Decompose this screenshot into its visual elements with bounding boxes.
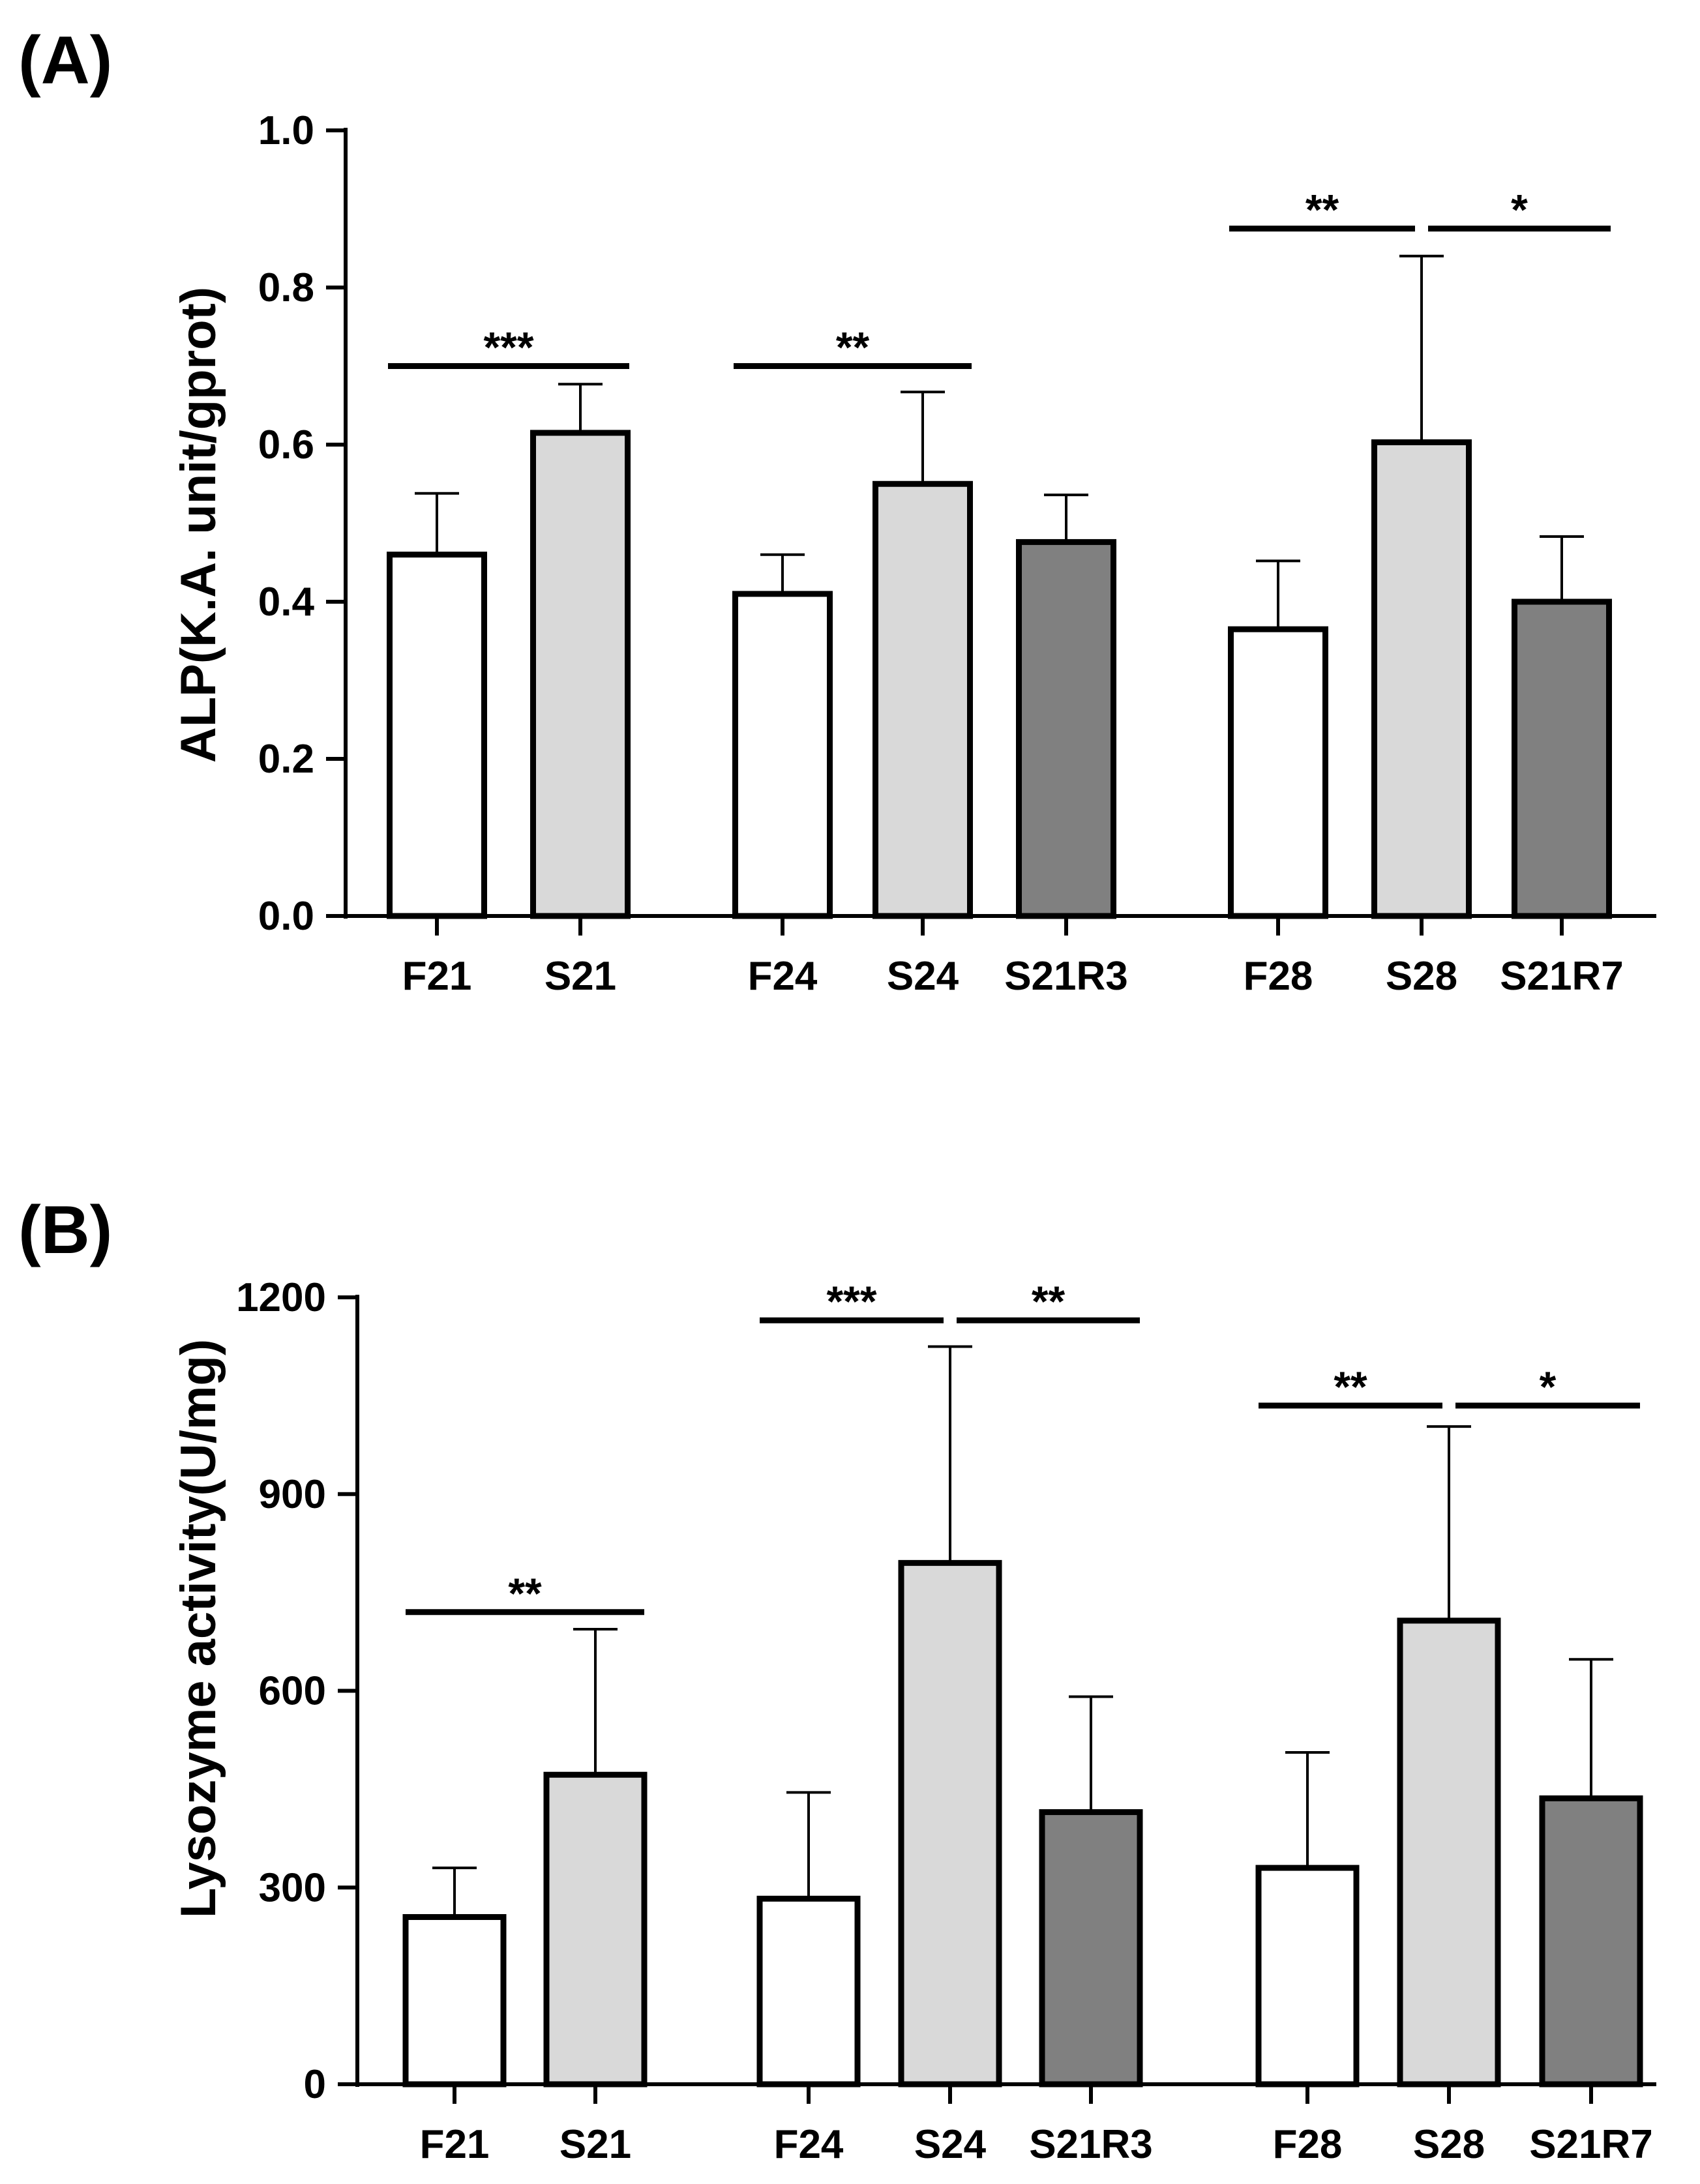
significance-label: * xyxy=(1540,1363,1557,1411)
x-category-label: S21R7 xyxy=(1529,2122,1653,2167)
bar-f24 xyxy=(732,591,833,919)
x-category-label: S21R3 xyxy=(1004,954,1128,999)
y-axis-title: Lysozyme activity(U/mg) xyxy=(171,1339,226,1918)
x-category-label: S24 xyxy=(887,954,959,999)
bar-s21r7 xyxy=(1512,598,1612,919)
y-tick-label: 1.0 xyxy=(258,108,314,153)
bar-s24 xyxy=(872,480,973,919)
y-tick-label: 0.2 xyxy=(258,737,314,782)
significance-label: ** xyxy=(1334,1363,1367,1411)
significance-label: ** xyxy=(1032,1277,1066,1325)
bar-s21 xyxy=(543,1771,648,2088)
x-category-label: S24 xyxy=(914,2122,987,2167)
bar-s21 xyxy=(530,430,631,919)
y-tick-label: 0.4 xyxy=(258,580,315,625)
significance-label: ** xyxy=(836,323,870,372)
bar-s21r3 xyxy=(1016,539,1116,919)
bar-f21 xyxy=(387,552,487,919)
y-tick-label: 900 xyxy=(259,1472,326,1517)
bar-f28 xyxy=(1255,1865,1360,2088)
significance-label: *** xyxy=(826,1277,876,1325)
y-tick-label: 0.8 xyxy=(258,265,314,310)
x-category-label: S21R3 xyxy=(1029,2122,1153,2167)
x-category-label: S28 xyxy=(1413,2122,1485,2167)
significance-label: ** xyxy=(1305,186,1339,234)
x-category-label: F24 xyxy=(748,954,818,999)
x-category-label: F24 xyxy=(774,2122,844,2167)
x-category-label: F28 xyxy=(1244,954,1313,999)
significance-label: ** xyxy=(508,1569,542,1617)
panel-a-chart: (A) ALP(K.A. unit/gprot) 0.0 0.2 0.4 0.6 0.8 1.… xyxy=(18,23,1656,999)
panel-label: (B) xyxy=(18,1192,112,1268)
x-category-label: F21 xyxy=(420,2122,490,2167)
x-category-label: S21 xyxy=(544,954,616,999)
bar-s28 xyxy=(1371,439,1472,919)
y-tick-label: 0 xyxy=(304,2062,326,2107)
panel-b-chart: (B) Lysozyme activity(U/mg) 0 300 600 900 1200… xyxy=(18,1192,1656,2167)
x-category-label: S21R7 xyxy=(1500,954,1624,999)
x-category-label: F28 xyxy=(1273,2122,1343,2167)
bar-f21 xyxy=(402,1914,507,2088)
y-axis-title: ALP(K.A. unit/gprot) xyxy=(171,287,226,763)
bar-s28 xyxy=(1397,1617,1501,2088)
bar-f28 xyxy=(1228,626,1328,919)
bar-s24 xyxy=(898,1559,1002,2088)
y-tick-label: 300 xyxy=(259,1865,326,1910)
y-tick-label: 1200 xyxy=(236,1275,326,1320)
bar-s21r3 xyxy=(1039,1809,1143,2088)
y-tick-label: 0.6 xyxy=(258,422,314,467)
y-tick-label: 0.0 xyxy=(258,894,314,939)
x-category-label: S21 xyxy=(559,2122,631,2167)
panel-label: (A) xyxy=(18,23,112,98)
significance-label: *** xyxy=(483,323,533,372)
bar-f24 xyxy=(756,1895,861,2088)
y-tick-label: 600 xyxy=(259,1669,326,1714)
x-category-label: S28 xyxy=(1386,954,1457,999)
bar-s21r7 xyxy=(1539,1795,1643,2088)
significance-label: * xyxy=(1511,186,1528,234)
x-category-label: F21 xyxy=(402,954,472,999)
